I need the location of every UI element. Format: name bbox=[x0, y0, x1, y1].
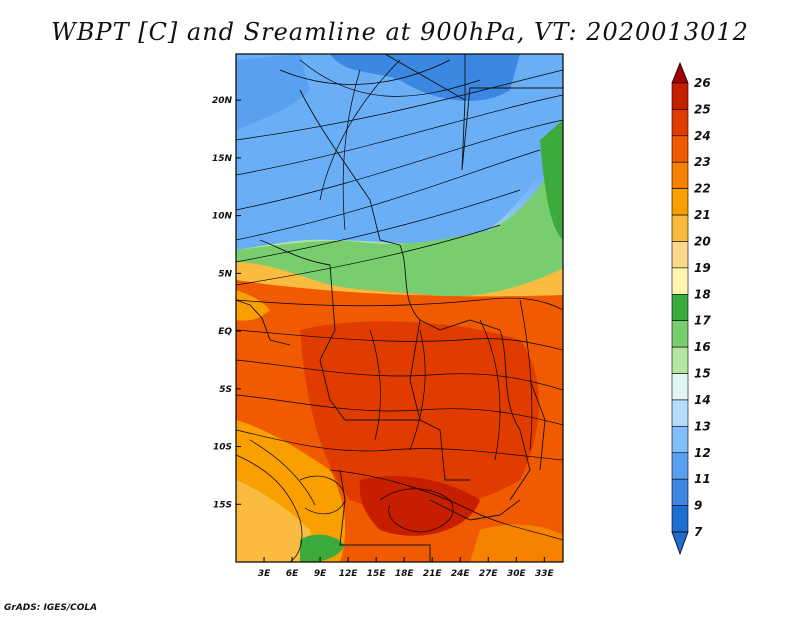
colorbar-label: 11 bbox=[694, 472, 711, 486]
y-tick-label: 15S bbox=[213, 500, 232, 510]
colorbar-label: 17 bbox=[694, 314, 711, 328]
colorbar-label: 26 bbox=[694, 76, 711, 90]
colorbar-swatch bbox=[671, 267, 689, 295]
colorbar-label: 9 bbox=[694, 499, 702, 513]
colorbar-min-arrow bbox=[671, 531, 689, 556]
colorbar-swatch bbox=[671, 188, 689, 216]
x-tick-label: 3E bbox=[258, 569, 271, 579]
colorbar-label: 16 bbox=[694, 340, 711, 354]
y-tick-label: 10S bbox=[213, 443, 232, 453]
colorbar-swatch bbox=[671, 505, 689, 533]
x-tick-label: 24E bbox=[451, 569, 471, 579]
colorbar-swatch bbox=[671, 161, 689, 189]
colorbar-swatch bbox=[671, 109, 689, 137]
colorbar-swatch bbox=[671, 373, 689, 401]
colorbar: 26 25 24 23 22 21 20 19 18 17 16 15 14 13 12 11 9 7 bbox=[671, 61, 711, 556]
y-tick-label: 10N bbox=[212, 212, 233, 222]
x-tick-label: 9E bbox=[314, 569, 327, 579]
colorbar-swatch bbox=[671, 399, 689, 427]
colorbar-label: 7 bbox=[694, 525, 703, 539]
colorbar-label: 14 bbox=[694, 393, 711, 407]
y-tick-label: EQ bbox=[218, 327, 232, 337]
colorbar-label: 18 bbox=[694, 287, 711, 301]
colorbar-label: 24 bbox=[694, 129, 711, 143]
colorbar-label: 23 bbox=[694, 155, 711, 169]
wbpt-field bbox=[236, 54, 563, 562]
colorbar-label: 22 bbox=[694, 182, 711, 196]
colorbar-label: 19 bbox=[694, 261, 711, 275]
x-tick-label: 18E bbox=[395, 569, 415, 579]
colorbar-swatch bbox=[671, 452, 689, 480]
x-tick-label: 12E bbox=[339, 569, 359, 579]
colorbar-label: 13 bbox=[694, 419, 711, 433]
colorbar-swatch bbox=[671, 426, 689, 454]
colorbar-swatch bbox=[671, 293, 689, 322]
colorbar-swatch bbox=[671, 320, 689, 348]
y-tick-label: 15N bbox=[212, 154, 233, 164]
y-tick-label: 5S bbox=[219, 385, 232, 395]
colorbar-swatch bbox=[671, 346, 689, 374]
map-title: WBPT [C] and Sreamline at 900hPa, VT: 20… bbox=[51, 18, 749, 46]
colorbar-swatch bbox=[671, 135, 689, 163]
x-tick-label: 30E bbox=[507, 569, 527, 579]
software-credit: GrADS: IGES/COLA bbox=[4, 603, 98, 613]
x-tick-label: 21E bbox=[423, 569, 443, 579]
country-boundaries bbox=[236, 54, 563, 562]
y-tick-label: 20N bbox=[212, 96, 233, 106]
x-axis-ticks: 3E 6E 9E 12E 15E 18E 21E 24E 27E 30E 33E bbox=[258, 557, 555, 579]
streamlines bbox=[236, 59, 563, 562]
colorbar-label: 21 bbox=[694, 208, 711, 222]
y-axis-ticks: 20N 15N 10N 5N EQ 5S 10S 15S bbox=[212, 96, 241, 510]
colorbar-swatch bbox=[671, 214, 689, 242]
colorbar-swatch bbox=[671, 82, 689, 110]
colorbar-swatch bbox=[671, 478, 689, 506]
x-tick-label: 27E bbox=[479, 569, 499, 579]
colorbar-label: 12 bbox=[694, 446, 711, 460]
x-tick-label: 6E bbox=[286, 569, 299, 579]
colorbar-label: 20 bbox=[694, 234, 711, 248]
colorbar-max-arrow bbox=[671, 61, 689, 84]
x-tick-label: 33E bbox=[535, 569, 555, 579]
colorbar-swatch bbox=[671, 241, 689, 269]
colorbar-label: 15 bbox=[694, 367, 711, 381]
x-tick-label: 15E bbox=[367, 569, 387, 579]
y-tick-label: 5N bbox=[218, 269, 232, 279]
map-frame bbox=[235, 53, 564, 563]
colorbar-label: 25 bbox=[694, 102, 711, 116]
